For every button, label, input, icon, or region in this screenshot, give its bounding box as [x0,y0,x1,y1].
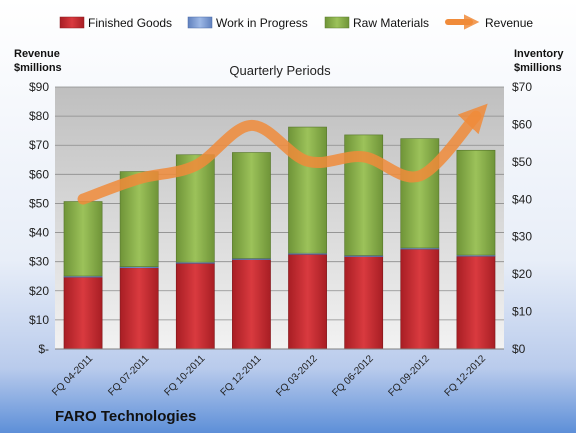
right-tick-label: $60 [512,117,532,131]
bars [63,126,496,350]
left-tick-label: $90 [29,80,49,94]
left-tick-label: $60 [29,167,49,181]
right-tick-label: $50 [512,155,532,169]
bar-raw-materials [288,126,327,254]
bar-finished-goods [344,256,384,350]
right-axis-label-line1: Inventory [514,48,564,60]
left-tick-label: $50 [29,196,49,210]
bar-raw-materials [456,149,496,256]
legend-label-revenue: Revenue [485,16,533,30]
bar-finished-goods [456,255,496,350]
revenue-line-path [77,103,488,205]
legend: Finished Goods Work in Progress Raw Mate… [59,14,533,30]
right-tick-label: $30 [512,230,532,244]
bar-raw-materials [232,152,271,259]
bar-raw-materials [63,201,103,277]
legend-swatch-raw-materials [324,16,350,29]
left-tick-label: $30 [29,255,49,269]
legend-swatch-finished-goods [59,16,85,29]
company-name: FARO Technologies [55,408,196,425]
left-axis-label-line1: Revenue [14,48,60,60]
left-tick-label: $20 [29,284,49,298]
bar-raw-materials [400,138,440,249]
legend-label-finished-goods: Finished Goods [88,16,172,30]
right-tick-label: $10 [512,305,532,319]
legend-label-work-in-progress: Work in Progress [216,16,308,30]
bar-finished-goods [63,276,103,350]
right-tick-label: $20 [512,267,532,281]
bar-finished-goods [232,259,271,350]
left-tick-label: $70 [29,138,49,152]
right-tick-label: $0 [512,342,526,356]
chart-title: Quarterly Periods [229,63,331,78]
bar-finished-goods [175,262,215,350]
legend-label-raw-materials: Raw Materials [353,16,429,30]
revenue-line [77,103,488,205]
right-axis-label-line2: $millions [514,62,562,74]
left-axis-ticks: $- $10 $20 $30 $40 $50 $60 $70 $80 $90 [29,80,49,356]
bar-finished-goods [119,267,159,350]
left-tick-label: $80 [29,109,49,123]
right-tick-label: $40 [512,192,532,206]
left-axis-label-line2: $millions [14,62,62,74]
left-tick-label: $10 [29,313,49,327]
bar-finished-goods [400,248,440,350]
right-tick-label: $70 [512,80,532,94]
left-tick-label: $40 [29,226,49,240]
legend-swatch-work-in-progress [187,16,213,29]
bar-finished-goods [288,254,327,350]
left-tick-label: $- [38,342,49,356]
right-axis-ticks: $0 $10 $20 $30 $40 $50 $60 $70 [512,80,532,356]
